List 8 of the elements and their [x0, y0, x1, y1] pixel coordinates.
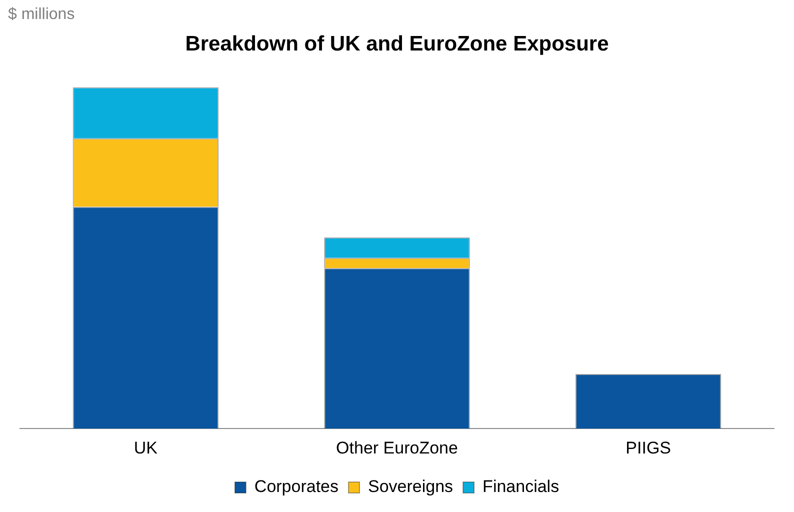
y-axis-title: $ millions: [8, 6, 75, 24]
legend-label: Corporates: [254, 477, 339, 496]
x-tick-label: UK: [134, 438, 158, 458]
legend-label: Sovereigns: [368, 477, 454, 496]
x-tick-label: PIIGS: [626, 438, 672, 458]
legend-label: Financials: [482, 477, 560, 496]
chart-title: Breakdown of UK and EuroZone Exposure: [185, 32, 609, 56]
x-tick-label: Other EuroZone: [336, 438, 458, 458]
